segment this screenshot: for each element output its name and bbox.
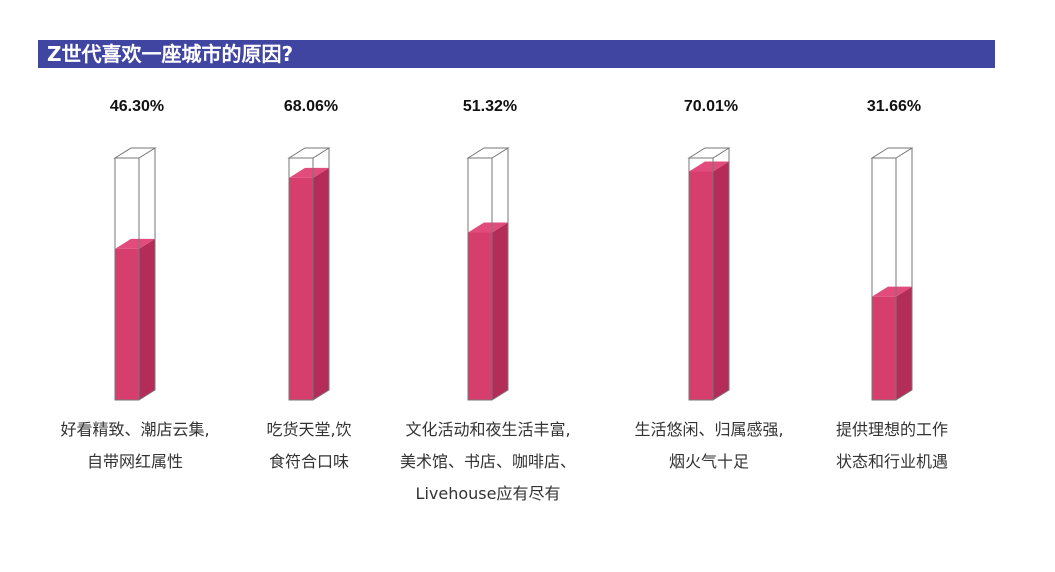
category-label-line: 自带网红属性 — [86, 452, 183, 471]
category-label: 好看精致、潮店云集, 自带网红属性 — [25, 414, 245, 478]
tube-top-outline — [687, 147, 731, 159]
category-label: 文化活动和夜生活丰富, 美术馆、书店、咖啡店、 Livehouse应有尽有 — [378, 414, 598, 510]
tube-top-outline — [287, 147, 331, 159]
category-label-line: 吃货天堂,饮 — [266, 420, 352, 439]
bar-side — [313, 167, 329, 400]
bar-front — [468, 232, 492, 400]
bar-side — [492, 222, 508, 400]
value-label: 51.32% — [463, 98, 517, 115]
tube-top-outline — [466, 147, 510, 159]
tube-top-outline — [870, 147, 914, 159]
tube-side-outline — [138, 148, 156, 401]
tube-front-outline — [688, 158, 714, 401]
category-label-line: 食符合口味 — [268, 452, 349, 471]
category-label-line: 美术馆、书店、咖啡店、 — [399, 452, 576, 471]
value-label: 70.01% — [684, 98, 738, 115]
category-label-line: 生活悠闲、归属感强, — [634, 420, 784, 439]
tube-side-outline — [895, 148, 913, 401]
tube-side-outline — [712, 148, 730, 401]
category-label: 吃货天堂,饮 食符合口味 — [199, 414, 419, 478]
tube-front-outline — [467, 158, 493, 401]
bar-front — [115, 248, 139, 400]
tube-side-outline — [491, 148, 509, 401]
bar-top — [689, 161, 729, 172]
category-label-line: 烟火气十足 — [668, 452, 749, 471]
bar-top — [468, 222, 508, 233]
bar-side — [713, 161, 729, 400]
category-label-line: 好看精致、潮店云集, — [60, 420, 210, 439]
tube-side-outline — [312, 148, 330, 401]
bar-side — [139, 238, 155, 400]
tube-front-outline — [871, 158, 897, 401]
category-label: 生活悠闲、归属感强, 烟火气十足 — [599, 414, 819, 478]
category-label-line: 文化活动和夜生活丰富, — [405, 420, 571, 439]
bar-front — [872, 296, 896, 400]
category-label-line: 状态和行业机遇 — [835, 452, 948, 471]
bar-top — [115, 238, 155, 249]
tube-top-outline — [113, 147, 157, 159]
bar-side — [896, 286, 912, 400]
category-label: 提供理想的工作 状态和行业机遇 — [782, 414, 1002, 478]
tube-front-outline — [288, 158, 314, 401]
bar-front — [289, 177, 313, 400]
value-label: 31.66% — [867, 98, 921, 115]
chart-title: Z世代喜欢一座城市的原因? — [47, 42, 294, 66]
tube-front-outline — [114, 158, 140, 401]
category-label-line: Livehouse应有尽有 — [415, 484, 561, 503]
value-label: 68.06% — [284, 98, 338, 115]
title-bar: Z世代喜欢一座城市的原因? — [38, 40, 995, 68]
bar-top — [872, 286, 912, 297]
bar-front — [689, 171, 713, 400]
bar-top — [289, 167, 329, 178]
value-label: 46.30% — [110, 98, 164, 115]
category-label-line: 提供理想的工作 — [835, 420, 948, 439]
